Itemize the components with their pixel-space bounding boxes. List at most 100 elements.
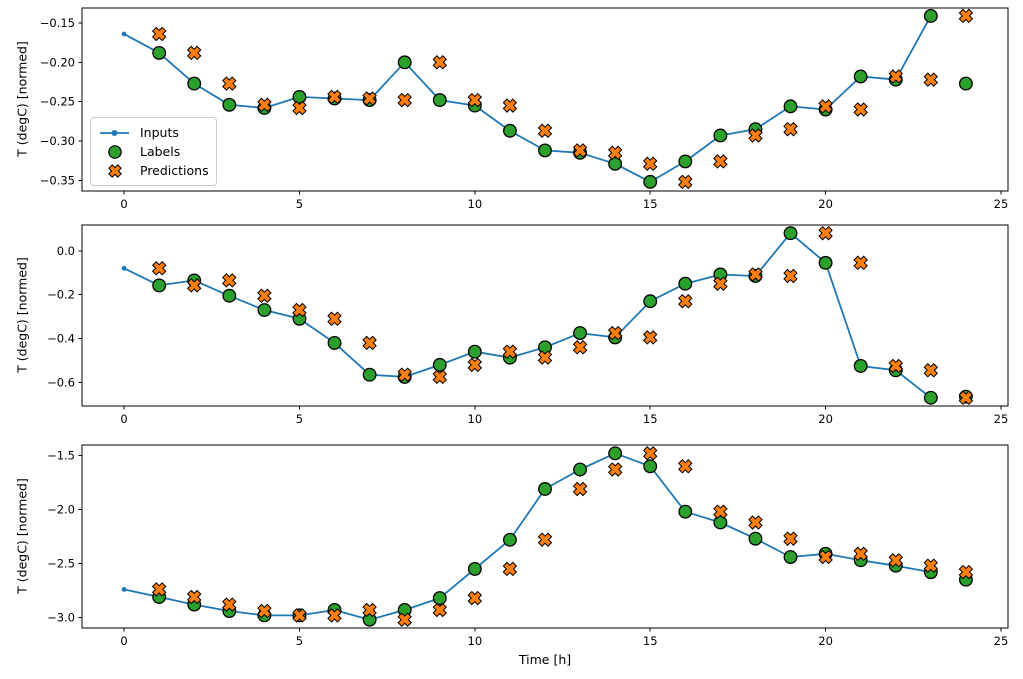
prediction-point: [362, 602, 377, 618]
prediction-point: [432, 55, 448, 70]
prediction-point: [292, 100, 307, 116]
prediction-point: [327, 89, 342, 105]
y-tick-label: −0.4: [47, 332, 75, 346]
label-point: [467, 344, 482, 359]
prediction-point: [327, 311, 342, 327]
axes-frame: [81, 7, 1009, 192]
label-point: [678, 504, 693, 519]
prediction-point: [572, 143, 588, 158]
prediction-point: [572, 481, 588, 497]
prediction-point: [748, 267, 763, 282]
prediction-point: [537, 350, 553, 365]
label-point: [432, 357, 447, 372]
label-point: [853, 69, 868, 84]
prediction-point: [958, 390, 974, 406]
prediction-point: [222, 597, 237, 612]
prediction-point: [783, 268, 798, 284]
prediction-point: [397, 612, 412, 627]
label-point: [222, 97, 237, 112]
x-tick-label: 5: [296, 412, 303, 426]
prediction-point: [678, 459, 693, 474]
prediction-point: [186, 278, 202, 293]
prediction-point: [853, 102, 868, 117]
label-point: [362, 367, 377, 382]
x-tick-label: 25: [994, 634, 1009, 648]
legend: Inputs Labels Predictions: [90, 117, 217, 186]
subplot-1: 0 5 10 15 20 25 −0.15 −0.20 −0.25 −0.30 −0.35: [40, 7, 1009, 211]
label-point: [923, 390, 938, 405]
x-tick-label: 25: [994, 412, 1009, 426]
label-point: [608, 446, 623, 461]
x-tick-label: 20: [818, 197, 833, 211]
y-tick-label: −0.30: [40, 134, 75, 148]
prediction-point: [818, 225, 833, 241]
label-point: [187, 76, 202, 91]
subplot-3: 0 5 10 15 20 25 −1.5 −2.0 −2.5 −3.0: [47, 444, 1009, 648]
prediction-point: [853, 255, 868, 271]
prediction-point: [362, 91, 377, 106]
prediction-point: [151, 26, 167, 42]
prediction-point: [467, 357, 483, 373]
prediction-point: [222, 273, 237, 288]
prediction-point: [572, 340, 588, 355]
prediction-point: [222, 76, 237, 91]
prediction-point: [327, 608, 342, 623]
prediction-point: [186, 45, 202, 61]
y-axis-label-subplot-3: T (degC) [normed]: [14, 478, 30, 594]
inputs-point: [121, 31, 127, 37]
x-tick-label: 20: [818, 634, 833, 648]
prediction-point: [783, 121, 798, 137]
subplot-2: 0 5 10 15 20 25 0.0 −0.2 −0.4 −0.6: [47, 224, 1009, 426]
label-point: [678, 154, 693, 169]
inputs-point: [121, 587, 127, 592]
prediction-point: [397, 92, 412, 108]
label-point: [538, 340, 552, 355]
x-tick-label: 10: [468, 197, 483, 211]
label-point: [257, 303, 272, 317]
x-axis-label: Time [h]: [518, 652, 572, 667]
prediction-point: [607, 325, 623, 341]
y-tick-label: −0.25: [40, 95, 75, 109]
prediction-point: [467, 92, 483, 108]
legend-item-inputs: Inputs: [98, 123, 208, 142]
prediction-point: [818, 549, 833, 565]
x-tick-label: 5: [296, 634, 303, 648]
prediction-point: [713, 276, 728, 291]
y-tick-label: −0.35: [40, 173, 75, 187]
prediction-point: [923, 363, 939, 378]
legend-item-predictions: Predictions: [98, 161, 209, 180]
label-point: [502, 123, 517, 138]
prediction-point: [537, 532, 553, 547]
prediction-point: [713, 154, 728, 169]
label-point: [643, 459, 658, 474]
label-point: [958, 76, 973, 91]
label-point: [327, 335, 342, 350]
prediction-point: [151, 582, 167, 597]
label-point: [538, 482, 552, 496]
label-point: [222, 288, 237, 303]
prediction-point: [888, 69, 904, 84]
prediction-point: [678, 174, 693, 190]
x-tick-label: 10: [468, 634, 483, 648]
prediction-point: [853, 546, 868, 562]
prediction-point: [397, 367, 412, 382]
x-tick-label: 15: [643, 634, 658, 648]
prediction-point: [783, 531, 798, 546]
x-tick-label: 15: [643, 412, 658, 426]
prediction-point: [186, 589, 202, 605]
y-tick-label: −1.5: [47, 448, 75, 462]
y-tick-label: −2.5: [47, 557, 75, 571]
label-point: [678, 276, 693, 291]
x-tick-label: 20: [818, 412, 833, 426]
label-point: [748, 531, 763, 546]
x-tick-label: 0: [120, 197, 127, 211]
prediction-point: [502, 561, 518, 577]
legend-item-labels: Labels: [98, 142, 208, 161]
legend-label-labels: Labels: [140, 144, 181, 159]
y-tick-label: −0.2: [47, 288, 75, 302]
prediction-point: [607, 145, 623, 161]
predictions-x-icon: [98, 163, 131, 179]
inputs-point: [121, 265, 127, 271]
prediction-point: [888, 553, 904, 568]
x-tick-label: 5: [296, 197, 303, 211]
